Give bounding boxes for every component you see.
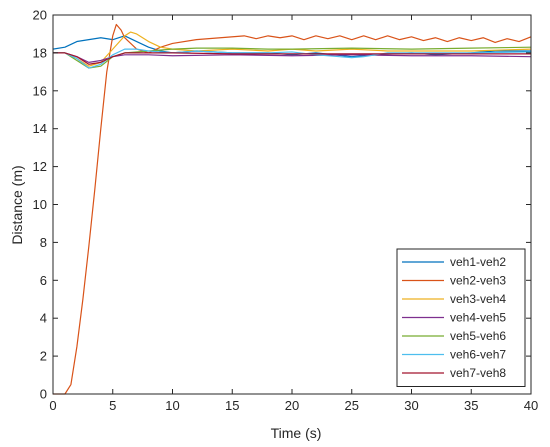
legend: veh1-veh2 veh2-veh3 veh3-veh4 veh4-veh5 veh5… xyxy=(396,248,526,387)
y-tick-label: 0 xyxy=(40,387,47,402)
y-tick-label: 6 xyxy=(40,273,47,288)
y-tick-label: 2 xyxy=(40,349,47,364)
legend-label: veh2-veh3 xyxy=(450,274,506,288)
x-tick-label: 5 xyxy=(109,398,116,413)
legend-label: veh3-veh4 xyxy=(450,292,506,306)
legend-label: veh1-veh2 xyxy=(450,255,506,269)
legend-label: veh4-veh5 xyxy=(450,311,506,325)
x-tick-label: 15 xyxy=(225,398,239,413)
legend-label: veh5-veh6 xyxy=(450,329,506,343)
x-tick-label: 35 xyxy=(464,398,478,413)
series-line-veh6-veh7 xyxy=(53,48,532,69)
y-tick-label: 18 xyxy=(33,45,47,60)
x-axis-title: Time (s) xyxy=(271,425,322,441)
y-tick-label: 12 xyxy=(33,159,47,174)
x-tick-label: 40 xyxy=(524,398,538,413)
y-tick-label: 20 xyxy=(33,8,47,23)
legend-label: veh7-veh8 xyxy=(450,366,506,380)
y-tick-label: 10 xyxy=(33,197,47,212)
x-tick-label: 20 xyxy=(285,398,299,413)
y-tick-label: 4 xyxy=(40,311,47,326)
y-axis-title: Distance (m) xyxy=(9,165,25,244)
legend-label: veh6-veh7 xyxy=(450,348,506,362)
x-tick-label: 25 xyxy=(345,398,359,413)
series-line-veh2-veh3 xyxy=(53,23,532,395)
y-tick-label: 14 xyxy=(33,121,47,136)
axes-layer: 0 5 10 15 20 25 30 35 40 0 2 4 6 8 10 12 14 16 18 20 xyxy=(33,8,539,414)
y-tick-label: 16 xyxy=(33,83,47,98)
x-tick-label: 0 xyxy=(49,398,56,413)
series-layer xyxy=(52,23,532,395)
series-line-veh7-veh8 xyxy=(53,52,531,65)
y-tick-label: 8 xyxy=(40,235,47,250)
x-tick-label: 30 xyxy=(404,398,418,413)
x-tick-label: 10 xyxy=(165,398,179,413)
